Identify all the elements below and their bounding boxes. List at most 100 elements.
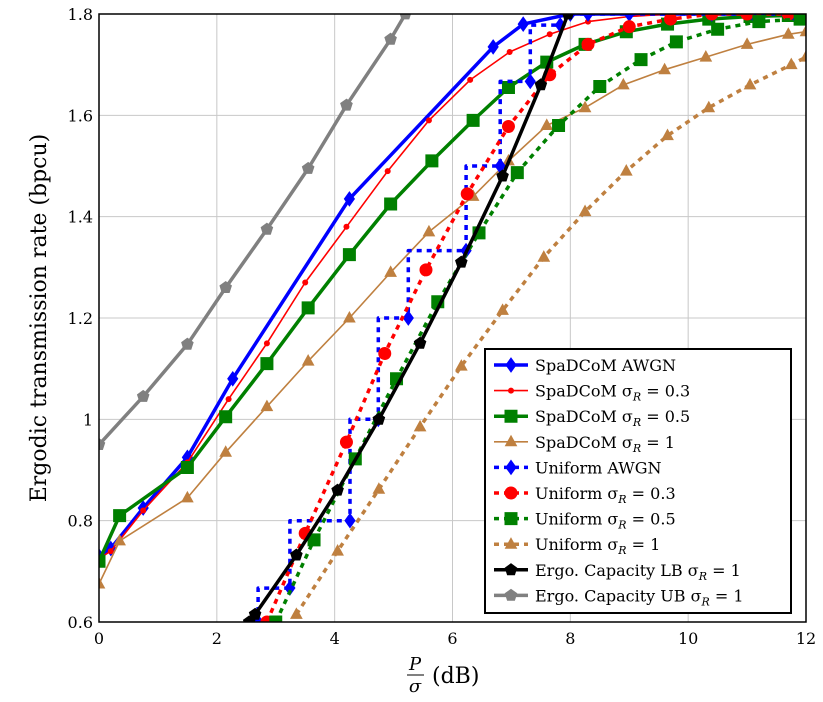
legend-marker — [505, 459, 517, 476]
series-8 — [242, 14, 574, 622]
series-2-point — [260, 357, 274, 371]
series-0-line — [99, 14, 806, 558]
series-5-point — [339, 435, 353, 449]
series-6-point — [711, 22, 725, 36]
series-7-point — [578, 204, 592, 217]
series-3-point — [181, 490, 194, 503]
series-2-point — [501, 80, 515, 94]
legend-marker — [504, 486, 518, 500]
series-3-point — [343, 310, 356, 323]
series-2-point — [99, 554, 106, 568]
x-axis-label: P σ (dB) — [407, 654, 479, 697]
series-5-point — [501, 119, 515, 133]
legend-marker — [504, 409, 518, 423]
series-5-point — [740, 14, 754, 21]
series-5-point — [622, 20, 636, 34]
series-9-point — [260, 222, 274, 235]
x-tick-label: 2 — [212, 629, 222, 648]
series-7-point — [290, 607, 303, 619]
legend-label: SpaDCoM σR = 0.5 — [535, 407, 690, 429]
series-5-point — [460, 187, 474, 201]
series-9-point — [219, 280, 232, 293]
series-3-point — [781, 27, 795, 39]
series-1-point — [140, 507, 147, 514]
legend-marker — [504, 537, 518, 549]
series-9-point — [136, 389, 150, 402]
series-7-point — [784, 57, 798, 70]
y-tick-label: 1.2 — [68, 309, 93, 328]
series-2-point — [180, 460, 194, 474]
series-5-point — [705, 14, 719, 21]
series-9-point — [340, 98, 353, 111]
legend-marker — [508, 387, 514, 394]
legend-item: SpaDCoM σR = 1 — [494, 433, 675, 455]
series-3-point — [540, 118, 554, 130]
y-tick-label: 1.4 — [68, 208, 93, 227]
legend-marker — [504, 563, 518, 576]
series-4-point — [582, 14, 594, 22]
legend-label: Ergo. Capacity UB σR = 1 — [535, 586, 744, 608]
series-6-line — [274, 17, 801, 622]
series-3-point — [301, 354, 315, 366]
series-3-point — [740, 37, 754, 49]
x-label-denominator: σ — [409, 676, 422, 697]
series-9-point — [99, 438, 106, 450]
legend-label: SpaDCoM AWGN — [535, 356, 676, 375]
series-7-point — [619, 164, 633, 176]
series-7-point — [331, 544, 344, 556]
series-3-point — [578, 100, 592, 113]
series-8-point — [413, 336, 427, 349]
series-5-line — [265, 14, 789, 622]
y-tick-label: 0.8 — [68, 512, 93, 531]
series-7-point — [743, 77, 757, 90]
series-4-point — [402, 310, 414, 326]
series-8-point — [562, 14, 574, 20]
series-9-point — [384, 32, 397, 45]
series-3-point — [699, 50, 713, 62]
y-tick-label: 1 — [83, 410, 93, 429]
series-5 — [260, 14, 795, 622]
series-3-point — [384, 265, 397, 277]
series-2-point — [425, 154, 439, 168]
series-7-point — [413, 419, 427, 432]
legend-item: Uniform σR = 0.3 — [494, 484, 676, 506]
series-2-point — [219, 410, 233, 424]
series-7-point — [454, 359, 468, 371]
series-5-point — [663, 14, 677, 26]
y-tick-label: 1.6 — [68, 106, 93, 125]
series-2-point — [113, 509, 127, 523]
series-6-point — [752, 15, 766, 29]
series-3-point — [658, 62, 671, 75]
series-3-point — [219, 445, 233, 457]
x-label-numerator: P — [408, 654, 422, 675]
series-group — [99, 14, 806, 622]
legend-marker — [504, 512, 518, 526]
legend-label: Uniform AWGN — [535, 458, 662, 477]
series-9-point — [399, 14, 412, 20]
series-7-point — [537, 250, 551, 262]
series-0-point — [517, 16, 529, 32]
legend-box — [484, 348, 792, 614]
series-2-point — [466, 113, 480, 127]
series-8-point — [372, 412, 386, 425]
x-tick-label: 12 — [796, 629, 816, 648]
series-2-point — [384, 197, 398, 211]
tick-labels: 0 2 4 6 8 10 12 0.6 0.8 1 1.2 1.4 1.6 1.8 — [68, 5, 817, 648]
series-1-point — [225, 396, 232, 403]
legend-label: Uniform σR = 1 — [535, 535, 660, 557]
legend-marker — [504, 588, 518, 601]
series-4-point — [344, 512, 356, 529]
series-1-point — [384, 168, 391, 175]
series-6-point — [593, 79, 607, 93]
series-7-line — [294, 55, 806, 616]
series-9 — [99, 14, 412, 450]
plot-frame — [98, 13, 807, 623]
series-4-point — [524, 73, 536, 90]
series-8-point — [534, 78, 548, 91]
x-tick-label: 0 — [94, 629, 104, 648]
series-1-point — [546, 31, 553, 38]
series-1-point — [467, 76, 474, 83]
series-1-point — [425, 117, 432, 124]
legend-label: Uniform σR = 0.5 — [535, 510, 676, 532]
series-5-point — [378, 346, 392, 360]
